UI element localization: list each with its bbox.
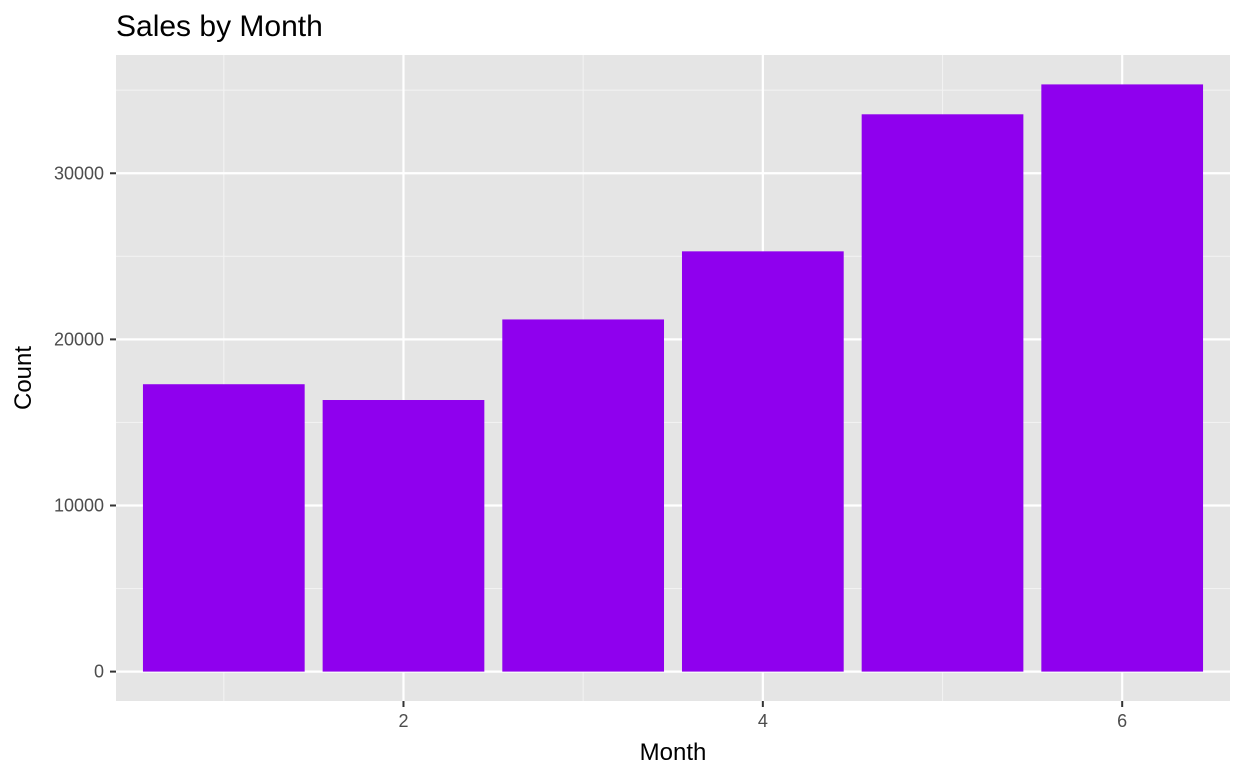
bar-month-3 <box>502 319 665 672</box>
y-axis-title: Count <box>10 346 37 410</box>
x-axis-ticks: 2 4 6 <box>398 701 1127 731</box>
x-axis-title: Month <box>640 739 707 766</box>
x-tick-label: 4 <box>758 711 768 731</box>
bars <box>142 84 1204 672</box>
chart-title: Sales by Month <box>116 10 323 43</box>
bar-month-5 <box>861 114 1024 672</box>
bar-month-6 <box>1041 84 1204 672</box>
bar-month-4 <box>681 251 844 672</box>
y-tick-label: 20000 <box>54 329 104 349</box>
x-tick-label: 2 <box>398 711 408 731</box>
y-tick-label: 30000 <box>54 163 104 183</box>
bar-month-2 <box>322 400 485 672</box>
bar-month-1 <box>142 384 305 672</box>
x-tick-label: 6 <box>1117 711 1127 731</box>
y-axis-ticks: 0 10000 20000 30000 <box>54 163 116 682</box>
y-tick-label: 10000 <box>54 495 104 515</box>
y-tick-label: 0 <box>94 662 104 682</box>
